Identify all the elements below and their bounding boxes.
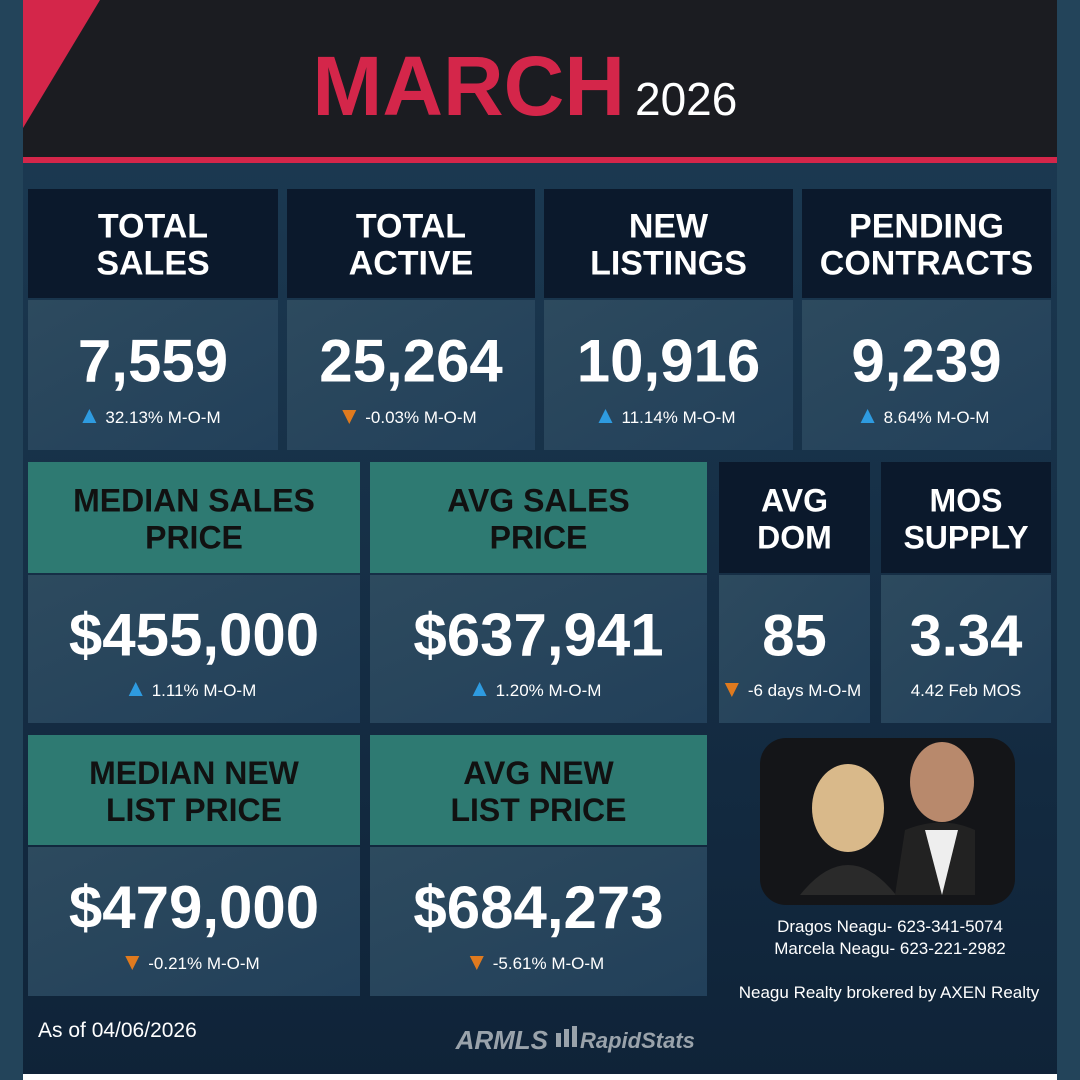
agent-silhouette	[812, 764, 884, 852]
card-title: SUPPLY	[903, 520, 1028, 556]
trend-arrow	[469, 956, 484, 970]
as-of-date: As of 04/06/2026	[38, 1019, 197, 1042]
card-change: 32.13% M-O-M	[105, 408, 220, 427]
card-title: PRICE	[145, 520, 243, 556]
trend-arrow	[82, 409, 97, 423]
card-header	[370, 735, 707, 845]
card-body	[28, 847, 360, 996]
header-rule	[23, 157, 1057, 163]
card-title: MEDIAN NEW	[89, 755, 300, 791]
card-body	[719, 575, 870, 723]
card-body	[544, 300, 793, 450]
card-header	[881, 462, 1051, 573]
card-header	[544, 189, 793, 298]
card-value: 10,916	[577, 328, 761, 395]
card-title: AVG SALES	[447, 483, 630, 519]
card-change: 4.42 Feb MOS	[911, 681, 1022, 700]
card-title: MOS	[930, 483, 1003, 519]
logo-rapidstats: RapidStats	[580, 1028, 695, 1053]
card-body	[802, 300, 1051, 450]
trend-arrow	[472, 682, 487, 696]
card-header	[719, 462, 870, 573]
logo-icon	[556, 1033, 561, 1047]
card-change: -5.61% M-O-M	[493, 954, 604, 973]
card-change: 11.14% M-O-M	[622, 408, 736, 427]
trend-arrow	[724, 683, 739, 697]
card-change: -6 days M-O-M	[748, 681, 861, 700]
card-change: 1.20% M-O-M	[496, 681, 602, 700]
card-header	[287, 189, 535, 298]
card-title: LIST PRICE	[450, 792, 626, 828]
trend-arrow	[598, 409, 613, 423]
card-title: SALES	[96, 245, 209, 283]
card-header	[802, 189, 1051, 298]
card-change: 8.64% M-O-M	[884, 408, 990, 427]
card-value: 3.34	[910, 604, 1023, 669]
card-title: PRICE	[490, 520, 588, 556]
card-body	[370, 847, 707, 996]
trend-arrow	[125, 956, 140, 970]
card-title: MEDIAN SALES	[73, 483, 315, 519]
card-value: $684,273	[413, 874, 663, 941]
card-change: -0.21% M-O-M	[148, 954, 259, 973]
agent-silhouette	[925, 830, 958, 895]
right-strip	[1057, 0, 1080, 1080]
card-title: CONTRACTS	[820, 245, 1033, 283]
card-value: 9,239	[851, 328, 1001, 395]
agent-silhouette	[910, 742, 974, 822]
logo-icon	[564, 1029, 569, 1047]
agent-silhouette	[800, 865, 896, 895]
card-value: $637,941	[413, 602, 663, 669]
brokerage: Neagu Realty brokered by AXEN Realty	[739, 983, 1040, 1002]
card-title: AVG	[761, 483, 828, 519]
card-body	[28, 300, 278, 450]
card-title: ACTIVE	[349, 245, 474, 283]
card-change: 1.11% M-O-M	[152, 681, 257, 700]
card-header	[28, 462, 360, 573]
trend-arrow	[860, 409, 875, 423]
card-title: TOTAL	[356, 208, 466, 246]
card-value: 7,559	[78, 328, 228, 395]
month: MARCH	[312, 39, 625, 133]
card-header	[28, 189, 278, 298]
card-body	[370, 575, 707, 723]
card-header	[28, 735, 360, 845]
contact: Dragos Neagu- 623-341-5074	[777, 917, 1003, 936]
card-title: AVG NEW	[463, 755, 614, 791]
card-body	[881, 575, 1051, 723]
trend-arrow	[128, 682, 143, 696]
bottom-edge	[23, 1074, 1057, 1080]
card-value: 85	[762, 604, 827, 669]
logo-armls: ARMLS	[455, 1025, 549, 1055]
card-title: NEW	[629, 208, 709, 246]
trend-arrow	[342, 410, 357, 424]
corner-accent	[23, 0, 100, 128]
header-band	[23, 0, 1057, 158]
card-value: 25,264	[319, 328, 503, 395]
card-value: $479,000	[69, 874, 319, 941]
year: 2026	[635, 73, 737, 125]
agent-photo	[760, 738, 1015, 905]
card-title: LIST PRICE	[106, 792, 282, 828]
card-body	[28, 575, 360, 723]
card-title: DOM	[757, 520, 832, 556]
logo-icon	[572, 1026, 577, 1047]
contact: Marcela Neagu- 623-221-2982	[774, 939, 1006, 958]
left-strip	[0, 0, 23, 1080]
card-value: $455,000	[69, 602, 319, 669]
card-header	[370, 462, 707, 573]
card-change: -0.03% M-O-M	[365, 408, 476, 427]
card-title: PENDING	[849, 208, 1004, 246]
card-body	[287, 300, 535, 450]
card-title: LISTINGS	[590, 245, 747, 283]
card-title: TOTAL	[98, 208, 208, 246]
